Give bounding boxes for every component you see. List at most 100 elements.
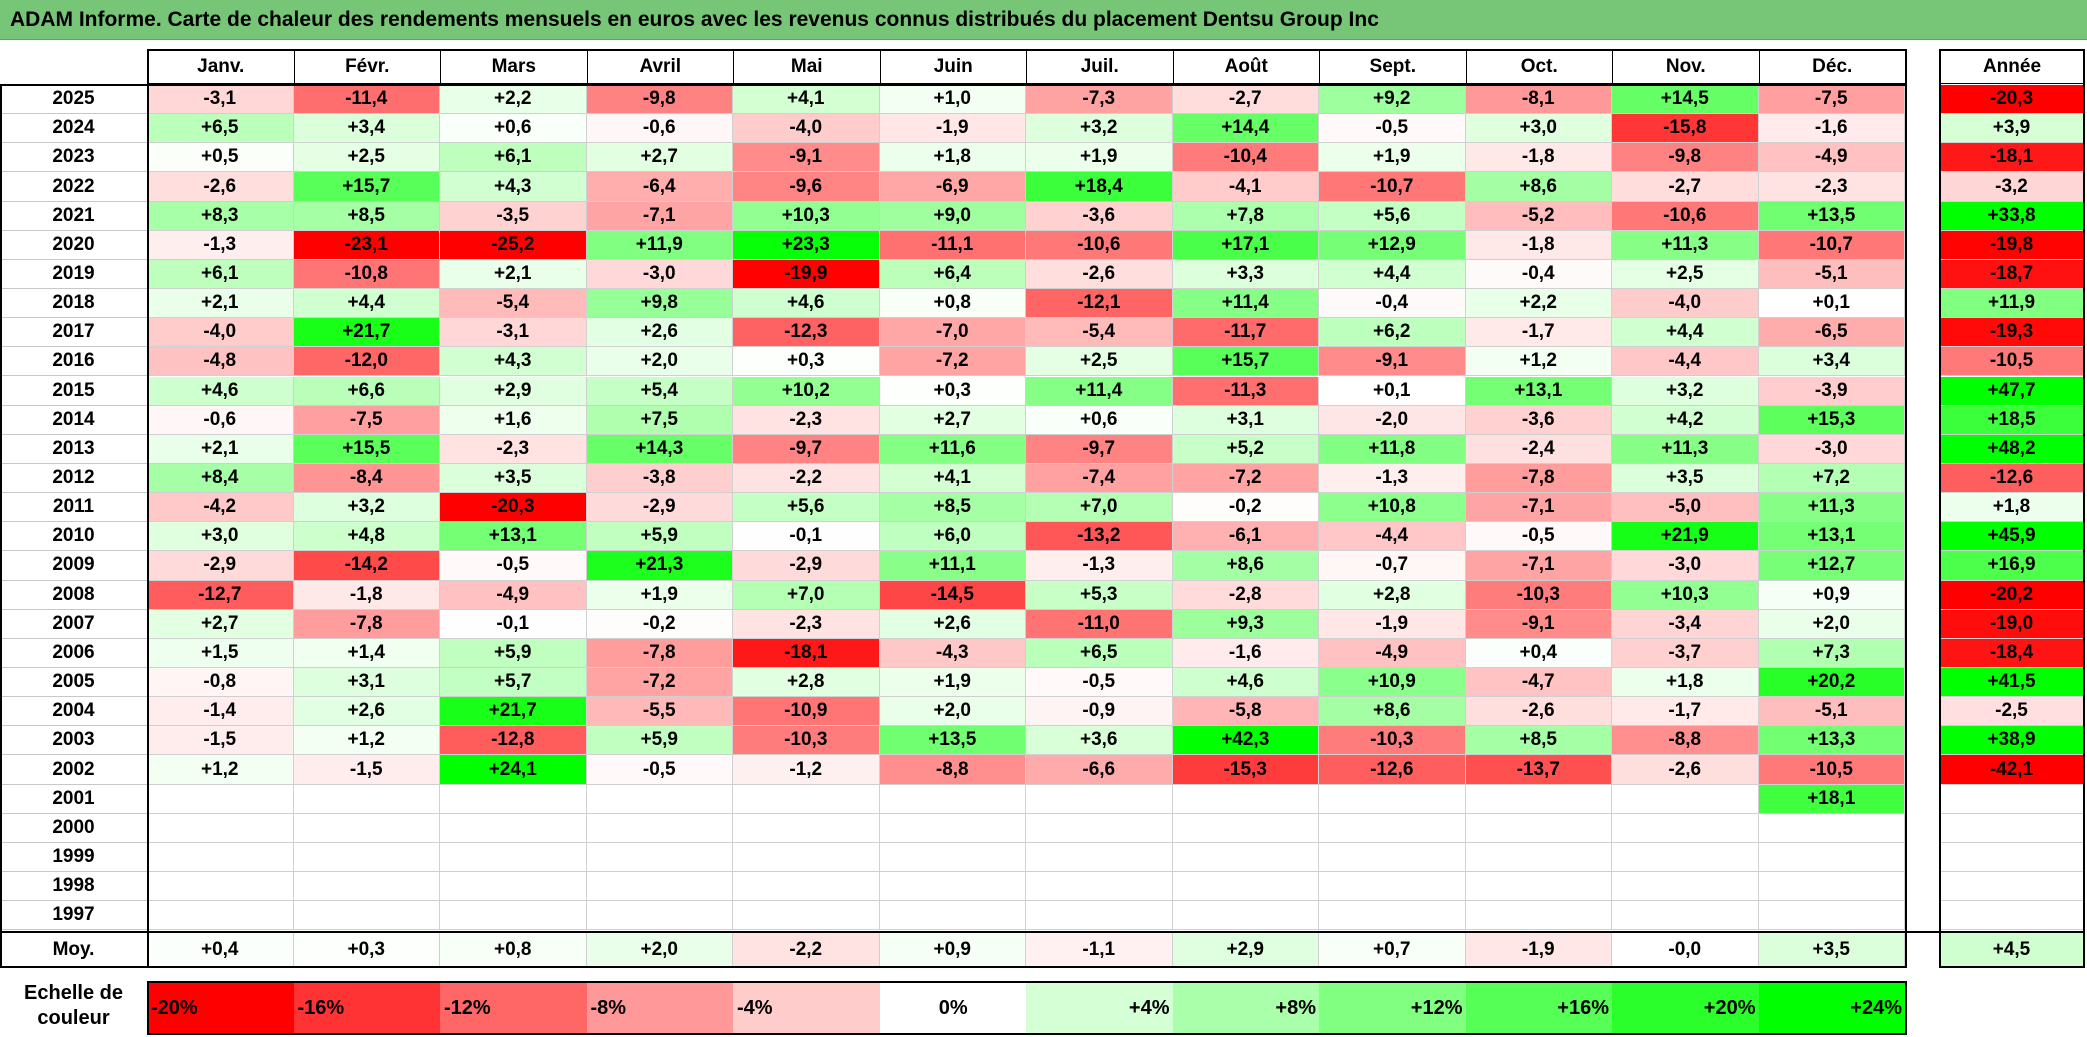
- year-label: 1997: [0, 901, 147, 931]
- heatmap-cell: +10,8: [1319, 493, 1466, 523]
- heatmap-cell: -3,0: [1612, 551, 1759, 581]
- heatmap-cell: -7,1: [1465, 551, 1612, 581]
- annual-return-cell: -19,3: [1939, 318, 2085, 348]
- heatmap-cell: [1026, 842, 1173, 873]
- heatmap-cell: -4,1: [1172, 172, 1319, 202]
- heatmap-cell: -2,6: [1026, 259, 1173, 290]
- month-header: Janv.: [147, 49, 295, 84]
- heatmap-cell: +11,3: [1758, 493, 1905, 523]
- heatmap-cell: +10,2: [733, 376, 880, 406]
- average-cell: +0,3: [293, 933, 440, 967]
- heatmap-cell: -2,3: [1758, 172, 1905, 202]
- heatmap-cell: +3,5: [440, 463, 587, 494]
- heatmap-cell: [1319, 784, 1466, 814]
- average-cell: -1,9: [1465, 933, 1612, 967]
- heatmap-cell: +5,9: [586, 726, 733, 756]
- heatmap-cell: +6,4: [879, 259, 1026, 290]
- heatmap-cell: +4,6: [147, 376, 294, 406]
- color-scale-label: Echelle de couleur: [24, 982, 123, 1029]
- average-separator: [0, 931, 2085, 933]
- heatmap-cell: [147, 813, 294, 843]
- heatmap-cell: -2,6: [147, 172, 294, 202]
- heatmap-cell: -3,0: [1758, 434, 1905, 464]
- heatmap-cell: -5,1: [1758, 697, 1905, 727]
- year-label: 2017: [0, 318, 147, 348]
- heatmap-cell: -2,7: [1172, 85, 1319, 115]
- heatmap-cell: +2,7: [147, 609, 294, 639]
- heatmap-cell: +8,6: [1319, 697, 1466, 727]
- heatmap-cell: +8,5: [879, 493, 1026, 523]
- heatmap-cell: -2,2: [733, 463, 880, 494]
- heatmap-cell: +7,8: [1172, 201, 1319, 231]
- year-label: 2016: [0, 347, 147, 377]
- heatmap-cell: -7,2: [879, 347, 1026, 377]
- heatmap-cell: [1612, 842, 1759, 873]
- heatmap-cell: +7,2: [1758, 463, 1905, 494]
- heatmap-cell: [1758, 901, 1905, 931]
- color-scale-swatch: -8%: [586, 981, 734, 1035]
- heatmap-cell: -1,9: [1319, 609, 1466, 639]
- heatmap-cell: +42,3: [1172, 726, 1319, 756]
- heatmap-cell: +7,0: [1026, 493, 1173, 523]
- heatmap-cell: +3,2: [293, 493, 440, 523]
- annual-return-cell: -12,6: [1939, 463, 2085, 494]
- heatmap-cell: -14,5: [879, 580, 1026, 610]
- heatmap-cell: -1,7: [1612, 697, 1759, 727]
- heatmap-cell: -1,4: [147, 697, 294, 727]
- heatmap-cell: [1612, 784, 1759, 814]
- heatmap-cell: +1,8: [879, 143, 1026, 173]
- heatmap-cell: [147, 901, 294, 931]
- heatmap-cell: -1,8: [1465, 230, 1612, 260]
- month-header: Juil.: [1026, 49, 1174, 84]
- heatmap-cell: [1319, 813, 1466, 843]
- heatmap-cell: -12,7: [147, 580, 294, 610]
- heatmap-cell: +6,5: [147, 114, 294, 144]
- heatmap-cell: [733, 901, 880, 931]
- heatmap-cell: -9,7: [1026, 434, 1173, 464]
- heatmap-cell: -7,2: [586, 668, 733, 698]
- heatmap-cell: -6,6: [1026, 755, 1173, 785]
- heatmap-cell: +8,6: [1465, 172, 1612, 202]
- month-header: Sept.: [1319, 49, 1467, 84]
- heatmap-cell: -2,6: [1612, 755, 1759, 785]
- heatmap-cell: [440, 872, 587, 902]
- annual-return-cell: +48,2: [1939, 434, 2085, 464]
- year-label: 2018: [0, 289, 147, 319]
- heatmap-cell: [1465, 842, 1612, 873]
- heatmap-cell: +2,7: [879, 405, 1026, 435]
- heatmap-cell: [1172, 784, 1319, 814]
- heatmap-cell: +11,1: [879, 551, 1026, 581]
- heatmap-cell: -3,5: [440, 201, 587, 231]
- heatmap-cell: -12,6: [1319, 755, 1466, 785]
- average-label: Moy.: [0, 933, 147, 967]
- heatmap-cell: -4,7: [1465, 668, 1612, 698]
- heatmap-cell: -10,3: [1319, 726, 1466, 756]
- average-annual-cell: +4,5: [1939, 933, 2085, 967]
- heatmap-cell: +14,5: [1612, 85, 1759, 115]
- heatmap-cell: [586, 901, 733, 931]
- color-scale-swatch: -16%: [293, 981, 441, 1035]
- heatmap-cell: +0,4: [1465, 638, 1612, 668]
- heatmap-cell: +14,3: [586, 434, 733, 464]
- heatmap-cell: +12,9: [1319, 230, 1466, 260]
- heatmap-cell: +5,6: [733, 493, 880, 523]
- heatmap-cell: +3,1: [293, 668, 440, 698]
- year-label: 1998: [0, 872, 147, 902]
- heatmap-cell: -5,4: [440, 289, 587, 319]
- heatmap-cell: -2,3: [733, 405, 880, 435]
- heatmap-cell: +4,6: [1172, 668, 1319, 698]
- heatmap-cell: -5,4: [1026, 318, 1173, 348]
- heatmap-cell: -10,4: [1172, 143, 1319, 173]
- average-cell: +2,0: [586, 933, 733, 967]
- heatmap-cell: -1,3: [147, 230, 294, 260]
- heatmap-cell: +6,1: [147, 259, 294, 290]
- year-label: 2022: [0, 172, 147, 202]
- heatmap-cell: -10,7: [1758, 230, 1905, 260]
- heatmap-cell: -11,3: [1172, 376, 1319, 406]
- heatmap-cell: +1,2: [1465, 347, 1612, 377]
- heatmap-cell: -10,8: [293, 259, 440, 290]
- heatmap-cell: [147, 784, 294, 814]
- report-title-bar: ADAM Informe. Carte de chaleur des rende…: [0, 0, 2087, 40]
- heatmap-cell: -2,9: [147, 551, 294, 581]
- heatmap-cell: -7,1: [586, 201, 733, 231]
